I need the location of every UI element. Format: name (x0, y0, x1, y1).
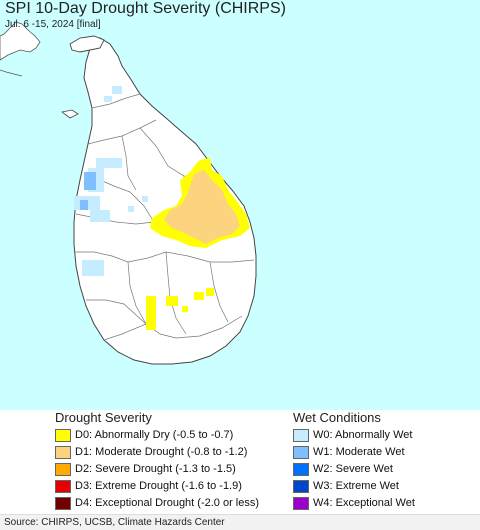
d3-label: D3: Extreme Drought (-1.6 to -1.9) (75, 480, 242, 492)
legend-item-w3: W3: Extreme Wet (293, 478, 399, 494)
d2-swatch (55, 462, 71, 476)
map-subtitle: Jul. 6 -15, 2024 [final] (5, 19, 101, 30)
drought-legend-heading: Drought Severity (55, 410, 152, 425)
w1-label: W1: Moderate Wet (313, 446, 405, 458)
legend-item-d1: D1: Moderate Drought (-0.8 to -1.2) (55, 444, 247, 460)
footer-bar: Source: CHIRPS, UCSB, Climate Hazards Ce… (0, 514, 480, 530)
d0-label: D0: Abnormally Dry (-0.5 to -0.7) (75, 429, 234, 441)
w4-swatch (293, 496, 309, 510)
legend-item-w0: W0: Abnormally Wet (293, 427, 412, 443)
w1-swatch (293, 445, 309, 459)
w0-label: W0: Abnormally Wet (313, 429, 413, 441)
d4-label: D4: Exceptional Drought (-2.0 or less) (75, 497, 260, 509)
legend-item-d4: D4: Exceptional Drought (-2.0 or less) (55, 495, 259, 511)
w0-swatch (293, 428, 309, 442)
w3-swatch (293, 479, 309, 493)
w4-label: W4: Exceptional Wet (313, 497, 415, 509)
drought-d1-areas (164, 170, 240, 244)
legend-item-d3: D3: Extreme Drought (-1.6 to -1.9) (55, 478, 242, 494)
india-coast-detail (0, 69, 23, 77)
map-panel: SPI 10-Day Drought Severity (CHIRPS) Jul… (0, 0, 480, 410)
map-title: SPI 10-Day Drought Severity (CHIRPS) (5, 0, 286, 17)
legend-item-w2: W2: Severe Wet (293, 461, 393, 477)
d3-swatch (55, 479, 71, 493)
wet-w1-areas (80, 172, 96, 210)
d0-swatch (55, 428, 71, 442)
w2-label: W2: Severe Wet (313, 463, 393, 475)
sri-lanka-landmass (73, 37, 257, 365)
mannar-island (61, 109, 79, 119)
w2-swatch (293, 462, 309, 476)
legend-item-d2: D2: Severe Drought (-1.3 to -1.5) (55, 461, 236, 477)
source-credit: Source: CHIRPS, UCSB, Climate Hazards Ce… (4, 517, 225, 528)
d1-swatch (55, 445, 71, 459)
wet-legend-heading: Wet Conditions (293, 410, 381, 425)
d4-swatch (55, 496, 71, 510)
india-coastline (0, 21, 41, 61)
sri-lanka-map (0, 0, 480, 410)
jaffna-peninsula (69, 35, 105, 53)
d2-label: D2: Severe Drought (-1.3 to -1.5) (75, 463, 236, 475)
d1-label: D1: Moderate Drought (-0.8 to -1.2) (75, 446, 248, 458)
w3-label: W3: Extreme Wet (313, 480, 399, 492)
legend-panel: Drought Severity Wet Conditions D0: Abno… (0, 410, 480, 514)
legend-item-d0: D0: Abnormally Dry (-0.5 to -0.7) (55, 427, 233, 443)
legend-item-w4: W4: Exceptional Wet (293, 495, 415, 511)
legend-item-w1: W1: Moderate Wet (293, 444, 405, 460)
